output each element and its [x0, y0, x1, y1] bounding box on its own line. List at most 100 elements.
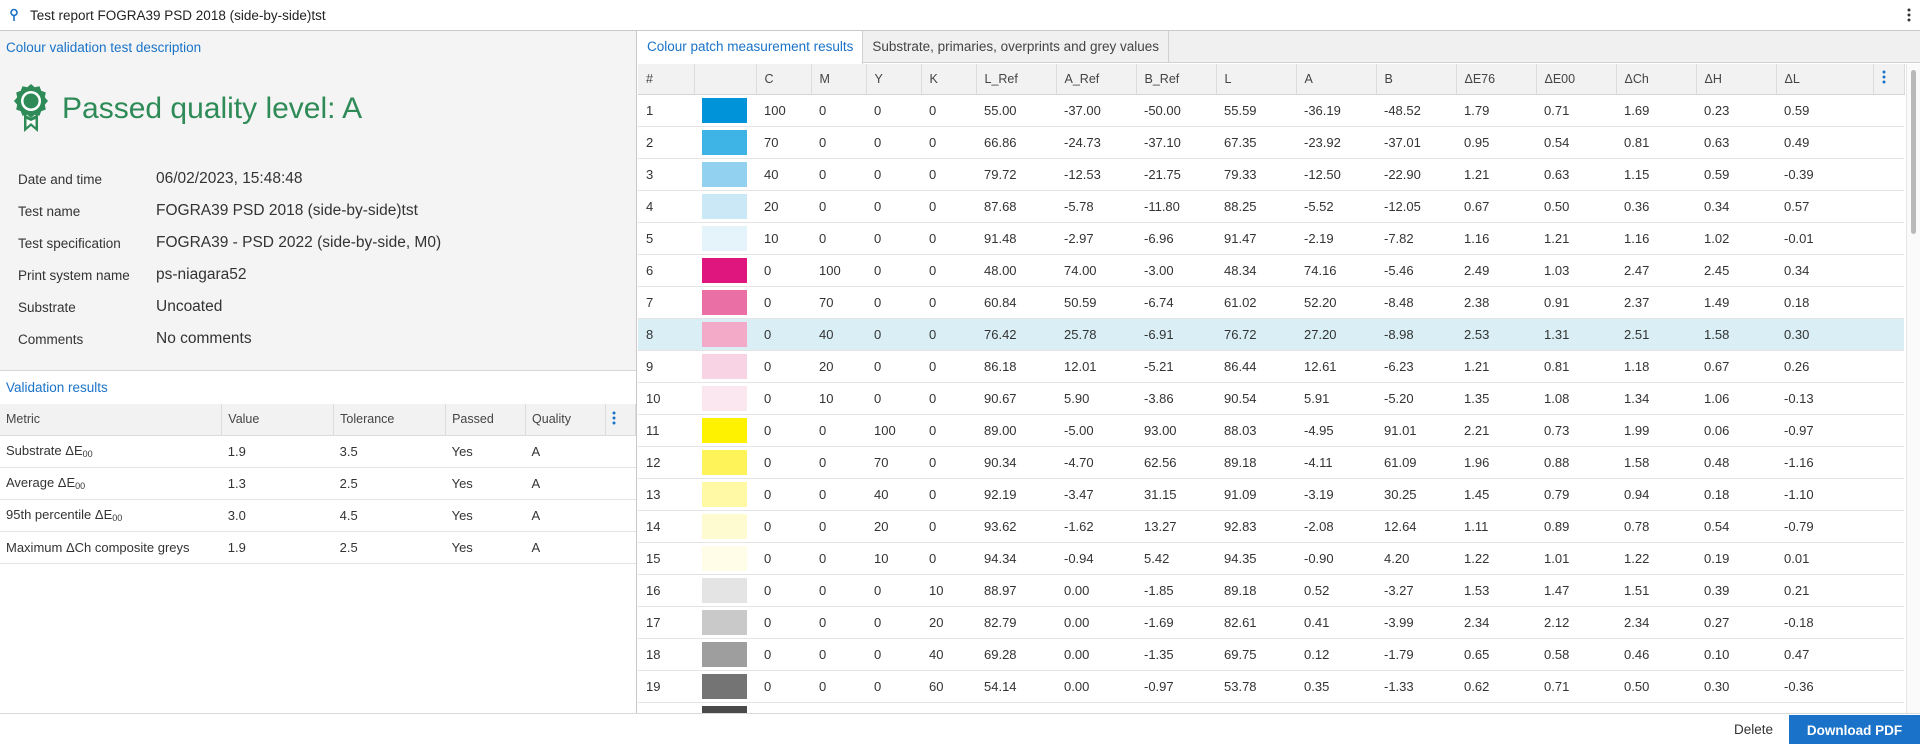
- tolerance-cell: 2.5: [333, 531, 446, 564]
- bref-cell: -0.97: [1136, 670, 1216, 703]
- b-cell: -5.46: [1376, 254, 1456, 287]
- column-header[interactable]: [694, 64, 757, 95]
- column-header[interactable]: A_Ref: [1056, 64, 1137, 95]
- table-row[interactable]: 18 0 0 0 40 69.28 0.00 -1.35 69.75 0.12 -1.79 0.65 0…: [638, 638, 1904, 671]
- column-menu-icon[interactable]: [1873, 64, 1905, 95]
- bref-cell: -6.74: [1136, 286, 1216, 319]
- swatch-cell: [694, 286, 756, 319]
- m-cell: 0: [811, 446, 866, 479]
- window-menu-icon[interactable]: [1906, 7, 1912, 23]
- table-row[interactable]: 7 0 70 0 0 60.84 50.59 -6.74 61.02 52.20 -8.48 2.38…: [638, 286, 1904, 319]
- column-header[interactable]: Metric: [0, 404, 223, 436]
- spacer-cell: [1873, 158, 1904, 191]
- b-cell: -37.01: [1376, 126, 1456, 159]
- table-row[interactable]: 16 0 0 0 10 88.97 0.00 -1.85 89.18 0.52 -3.27 1.53 1…: [638, 574, 1904, 607]
- right-panel: Colour patch measurement results Substra…: [638, 31, 1920, 713]
- aref-cell: -5.78: [1056, 190, 1136, 223]
- de76-cell: 1.35: [1456, 382, 1536, 415]
- column-header[interactable]: Value: [221, 404, 335, 436]
- column-header[interactable]: Y: [866, 64, 922, 95]
- dch-cell: 1.22: [1616, 542, 1696, 575]
- table-row[interactable]: 10 0 10 0 0 90.67 5.90 -3.86 90.54 5.91 -5.20 1.35 1…: [638, 382, 1904, 415]
- column-header[interactable]: L: [1216, 64, 1297, 95]
- delete-button[interactable]: Delete: [1733, 722, 1773, 737]
- b-cell: 12.64: [1376, 510, 1456, 543]
- m-cell: 0: [811, 670, 866, 703]
- table-row[interactable]: Maximum ΔCh composite greys 1.9 2.5 Yes A: [0, 531, 636, 564]
- de00-cell: 1.31: [1536, 318, 1616, 351]
- row-number-cell: 10: [638, 382, 694, 415]
- table-row[interactable]: 11 0 0 100 0 89.00 -5.00 93.00 88.03 -4.95 91.01 2.…: [638, 414, 1904, 447]
- column-header[interactable]: B: [1376, 64, 1457, 95]
- swatch-cell: [694, 638, 756, 671]
- table-row[interactable]: 1 100 0 0 0 55.00 -37.00 -50.00 55.59 -36.19 -48.5…: [638, 94, 1904, 127]
- column-header[interactable]: ΔE00: [1536, 64, 1617, 95]
- table-row[interactable]: 15 0 0 10 0 94.34 -0.94 5.42 94.35 -0.90 4.20 1.22 1…: [638, 542, 1904, 575]
- spacer-cell: [1873, 190, 1904, 223]
- column-header[interactable]: K: [921, 64, 977, 95]
- table-row[interactable]: 4 20 0 0 0 87.68 -5.78 -11.80 88.25 -5.52 -12.05 0.…: [638, 190, 1904, 223]
- tab-colour-patch-results[interactable]: Colour patch measurement results: [638, 31, 864, 64]
- column-header[interactable]: A: [1296, 64, 1377, 95]
- k-cell: 0: [921, 382, 976, 415]
- column-header[interactable]: Tolerance: [333, 404, 447, 436]
- lref-cell: 55.00: [976, 94, 1056, 127]
- column-header[interactable]: B_Ref: [1136, 64, 1217, 95]
- de76-cell: 1.21: [1456, 350, 1536, 383]
- table-row[interactable]: 12 0 0 70 0 90.34 -4.70 62.56 89.18 -4.11 61.09 1.9…: [638, 446, 1904, 479]
- column-header[interactable]: ΔH: [1696, 64, 1777, 95]
- table-row[interactable]: 6 0 100 0 0 48.00 74.00 -3.00 48.34 74.16 -5.46 2.4…: [638, 254, 1904, 287]
- column-header[interactable]: ΔE76: [1456, 64, 1537, 95]
- colour-swatch: [702, 545, 747, 571]
- table-row[interactable]: 19 0 0 0 60 54.14 0.00 -0.97 53.78 0.35 -1.33 0.62 0…: [638, 670, 1904, 703]
- swatch-cell: [694, 606, 756, 639]
- column-menu-icon[interactable]: [605, 404, 636, 436]
- scrollbar-thumb[interactable]: [1911, 70, 1916, 234]
- colour-swatch: [702, 577, 747, 603]
- test-description-link[interactable]: Colour validation test description: [6, 40, 202, 55]
- column-header[interactable]: ΔCh: [1616, 64, 1697, 95]
- m-cell: 0: [811, 606, 866, 639]
- value-cell: 3.0: [221, 499, 334, 532]
- table-row[interactable]: 5 10 0 0 0 91.48 -2.97 -6.96 91.47 -2.19 -7.82 1.16…: [638, 222, 1904, 255]
- tolerance-cell: 4.5: [333, 499, 446, 532]
- k-cell: 0: [921, 542, 976, 575]
- table-row[interactable]: 8 0 40 0 0 76.42 25.78 -6.91 76.72 27.20 -8.98 2.53…: [638, 318, 1904, 351]
- column-header[interactable]: Passed: [445, 404, 527, 436]
- measurement-table-container[interactable]: # C M Y K L_Ref A_Ref B_Ref L A B ΔE76 ΔE00 ΔCh ΔH ΔL 1…: [638, 64, 1906, 713]
- table-row[interactable]: 2 70 0 0 0 66.86 -24.73 -37.10 67.35 -23.92 -37.01…: [638, 126, 1904, 159]
- tab-substrate-primaries[interactable]: Substrate, primaries, overprints and gre…: [863, 31, 1169, 63]
- c-cell: 0: [756, 414, 811, 447]
- bref-cell: -50.00: [1136, 94, 1216, 127]
- column-header[interactable]: ΔL: [1776, 64, 1874, 95]
- colour-swatch: [702, 417, 747, 443]
- l-cell: 67.35: [1216, 126, 1296, 159]
- table-row[interactable]: Substrate ΔE00 1.9 3.5 Yes A: [0, 435, 636, 468]
- colour-swatch: [702, 385, 747, 411]
- download-pdf-button[interactable]: Download PDF: [1789, 715, 1920, 744]
- colour-swatch: [702, 705, 747, 713]
- column-header[interactable]: M: [811, 64, 867, 95]
- table-row[interactable]: Average ΔE00 1.3 2.5 Yes A: [0, 467, 636, 500]
- y-cell: 0: [866, 158, 921, 191]
- de00-cell: 0.54: [1536, 126, 1616, 159]
- validation-results-title[interactable]: Validation results: [6, 380, 108, 395]
- column-header[interactable]: Quality: [525, 404, 606, 436]
- table-row[interactable]: 13 0 0 40 0 92.19 -3.47 31.15 91.09 -3.19 30.25 1.4…: [638, 478, 1904, 511]
- table-row[interactable]: [638, 702, 1904, 713]
- column-header[interactable]: C: [756, 64, 812, 95]
- info-value: No comments: [156, 330, 252, 347]
- table-row[interactable]: 95th percentile ΔE00 3.0 4.5 Yes A: [0, 499, 636, 532]
- colour-swatch: [702, 353, 747, 379]
- table-row[interactable]: 14 0 0 20 0 93.62 -1.62 13.27 92.83 -2.08 12.64 1.1…: [638, 510, 1904, 543]
- column-header[interactable]: #: [638, 64, 695, 95]
- vertical-scrollbar[interactable]: [1906, 64, 1920, 713]
- table-row[interactable]: 3 40 0 0 0 79.72 -12.53 -21.75 79.33 -12.50 -22.90…: [638, 158, 1904, 191]
- table-row[interactable]: 17 0 0 0 20 82.79 0.00 -1.69 82.61 0.41 -3.99 2.34 2…: [638, 606, 1904, 639]
- k-cell: 0: [921, 222, 976, 255]
- dh-cell: [1696, 702, 1776, 713]
- column-header[interactable]: L_Ref: [976, 64, 1057, 95]
- table-row[interactable]: 9 0 20 0 0 86.18 12.01 -5.21 86.44 12.61 -6.23 1.21…: [638, 350, 1904, 383]
- dl-cell: 0.49: [1776, 126, 1873, 159]
- spacer-cell: [1873, 254, 1904, 287]
